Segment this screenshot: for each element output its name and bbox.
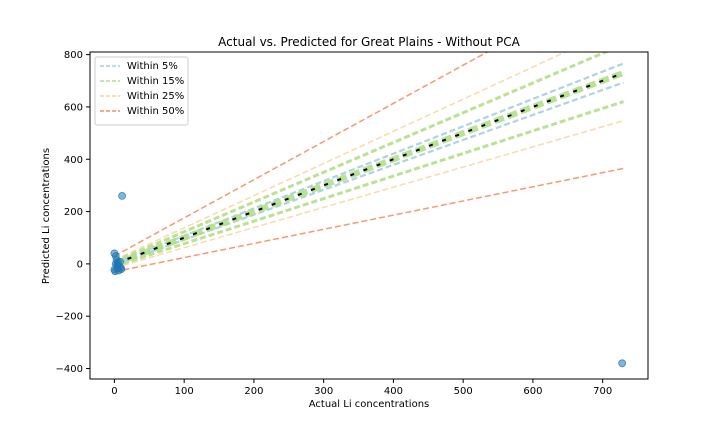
plot-frame <box>89 51 649 380</box>
tolerance-line-within-15--upper <box>113 52 610 263</box>
y-tick-label: 800 <box>64 50 83 61</box>
x-axis-ticks: 0 100 200 300 400 500 600 700 <box>111 379 612 397</box>
chart-title: Actual vs. Predicted for Great Plains - … <box>218 35 520 49</box>
y-axis-ticks: −400 −200 0 200 400 600 800 <box>56 50 90 375</box>
x-tick-label: 600 <box>523 386 542 397</box>
y-tick-label: 600 <box>64 102 83 113</box>
legend: Within 5% Within 15% Within 25% Within 50% <box>94 56 189 126</box>
x-tick-label: 200 <box>244 386 263 397</box>
plot-layer <box>110 52 627 368</box>
tolerance-line-within-25--lower <box>114 119 624 269</box>
data-point <box>116 263 125 272</box>
x-tick-label: 400 <box>384 386 403 397</box>
legend-label: Within 50% <box>127 106 184 117</box>
identity-band <box>113 70 625 267</box>
legend-label: Within 5% <box>127 61 178 72</box>
tolerance-line-within-15--lower <box>113 100 625 268</box>
y-tick-label: 400 <box>64 155 83 166</box>
legend-label: Within 25% <box>127 91 184 102</box>
data-point <box>118 191 126 200</box>
tolerance-line-within-25--upper <box>114 52 568 261</box>
tolerance-line-within-5--upper <box>114 62 624 265</box>
y-tick-label: −200 <box>56 312 83 323</box>
data-point <box>618 359 627 368</box>
x-tick-label: 700 <box>593 386 612 397</box>
y-tick-label: 0 <box>77 259 83 270</box>
x-tick-label: 0 <box>111 386 117 397</box>
x-tick-label: 300 <box>314 386 333 397</box>
legend-box <box>94 56 189 126</box>
y-tick-label: 200 <box>64 207 83 218</box>
tolerance-line-within-50--lower <box>114 167 624 273</box>
x-axis-label: Actual Li concentrations <box>309 399 430 410</box>
x-tick-label: 100 <box>175 386 194 397</box>
tolerance-line-within-5--lower <box>114 81 624 266</box>
y-tick-label: −400 <box>56 364 83 375</box>
y-axis-label: Predicted Li concentrations <box>41 148 52 284</box>
x-tick-label: 500 <box>454 386 473 397</box>
tolerance-line-within-50--upper <box>114 52 489 257</box>
legend-label: Within 15% <box>127 76 184 87</box>
